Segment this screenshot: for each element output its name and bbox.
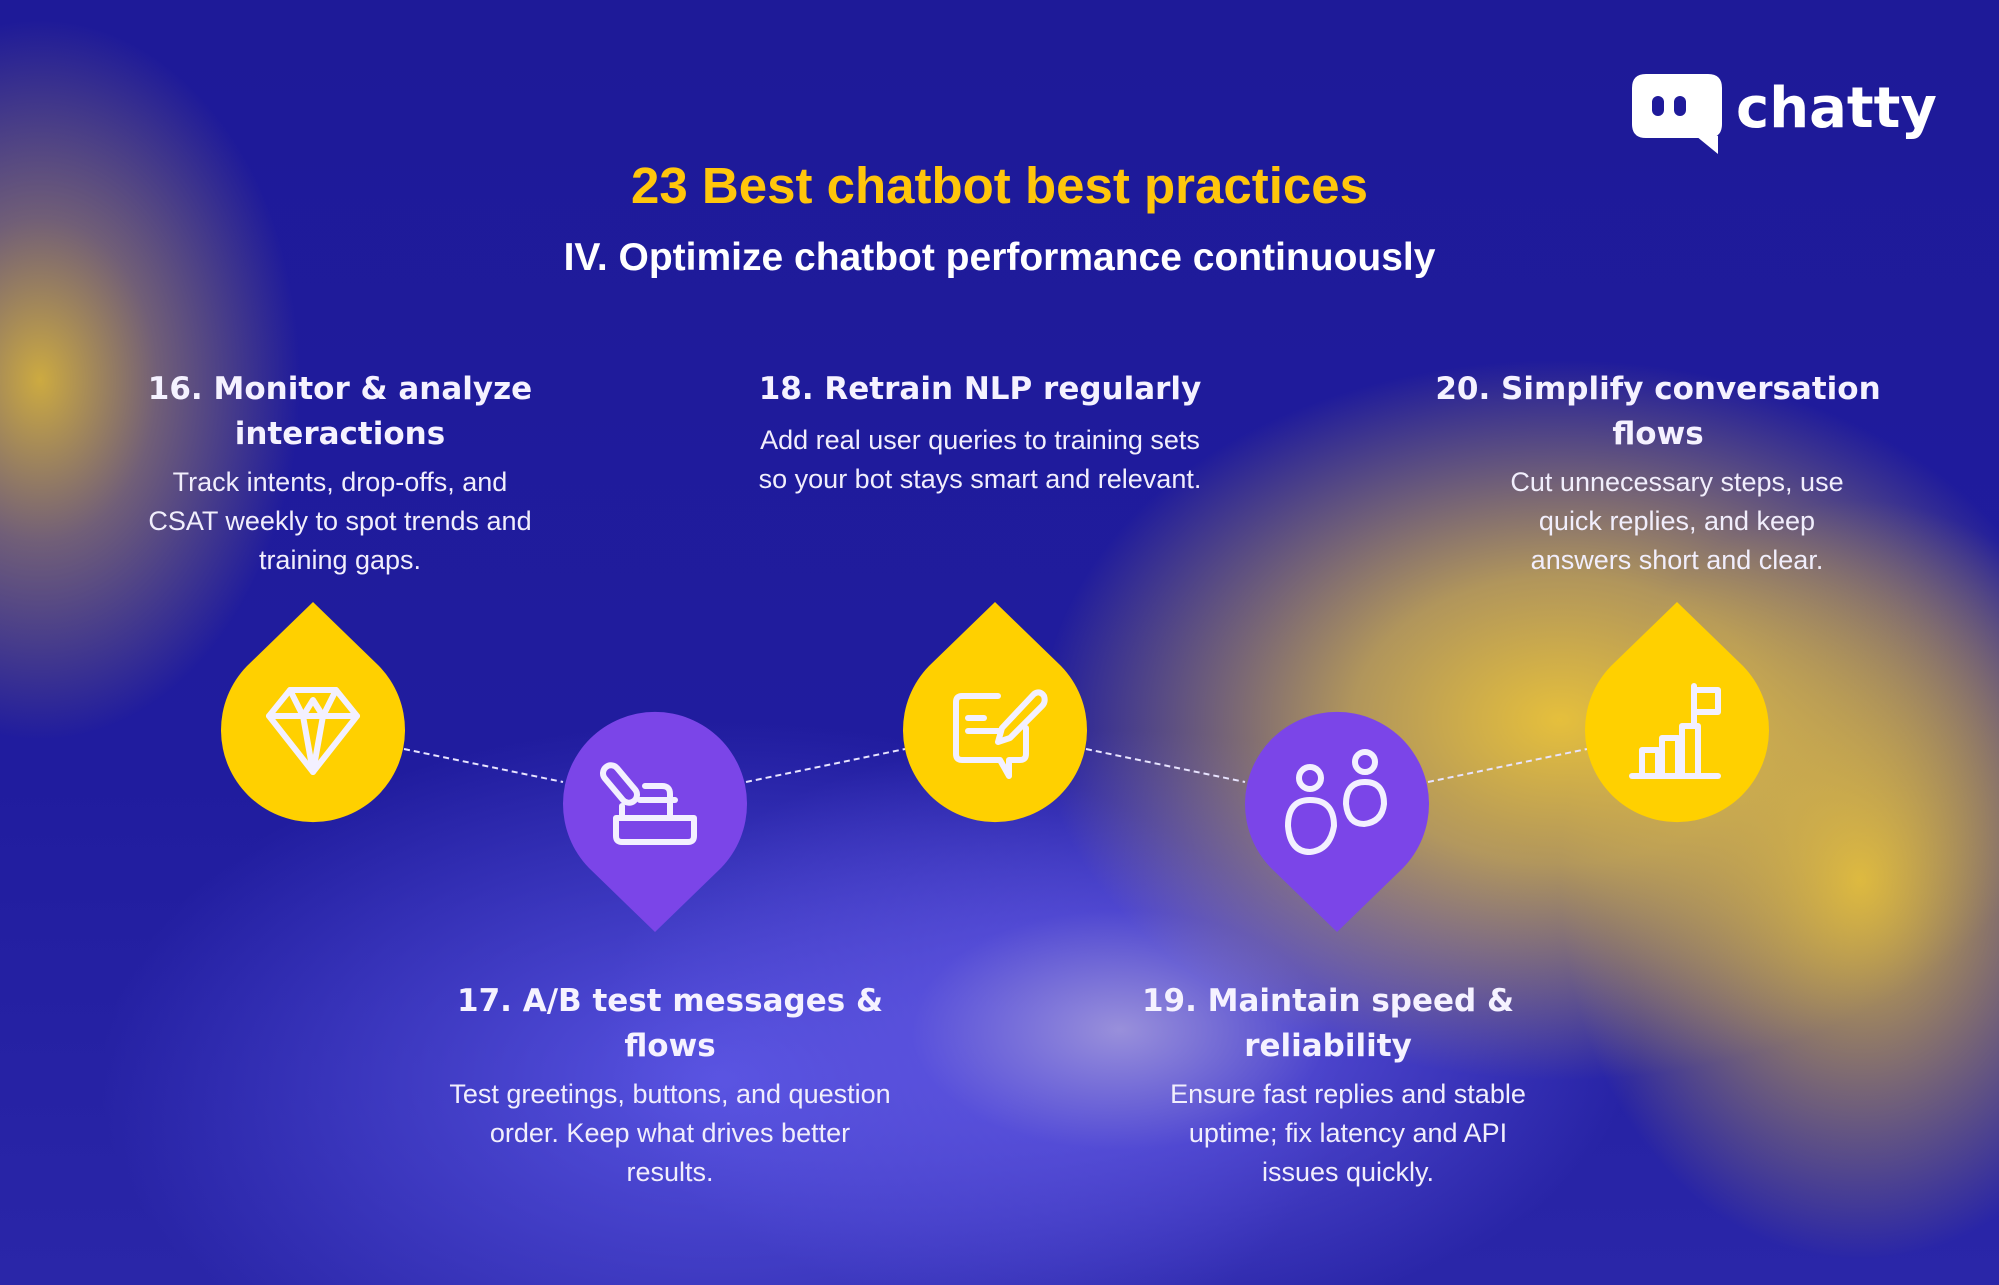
item-title: 18. Retrain NLP regularly xyxy=(758,371,1202,407)
item-title: 19. Maintain speed & reliability xyxy=(1141,983,1515,1064)
page-title: 23 Best chatbot best practices xyxy=(631,157,1368,214)
chatty-logo: chatty xyxy=(1632,74,1937,154)
pin-17 xyxy=(563,711,747,932)
voting-ballot-icon xyxy=(600,762,697,845)
pin-20 xyxy=(1585,602,1769,823)
diamond-icon xyxy=(266,687,360,775)
pin-16 xyxy=(221,602,405,823)
item-description: Add real user queries to training sets s… xyxy=(758,425,1202,494)
item-description: Ensure fast replies and stable uptime; f… xyxy=(1170,1079,1526,1187)
practice-item-18: 18. Retrain NLP regularly Add real user … xyxy=(720,367,1240,499)
chat-bubble-icon xyxy=(1632,74,1722,154)
timeline-connectors xyxy=(403,748,1588,783)
practice-item-19: 19. Maintain speed & reliability Ensure … xyxy=(1118,979,1578,1192)
practice-item-20: 20. Simplify conversation flows Cut unne… xyxy=(1408,367,1908,580)
item-title: 16. Monitor & analyze interactions xyxy=(147,371,533,452)
section-subtitle: IV. Optimize chatbot performance continu… xyxy=(563,236,1436,279)
item-title: 20. Simplify conversation flows xyxy=(1435,371,1881,452)
growth-chart-flag-icon xyxy=(1629,683,1721,779)
pin-18 xyxy=(903,602,1088,823)
chat-edit-icon xyxy=(953,689,1048,779)
users-icon xyxy=(1285,749,1387,855)
practice-item-16: 16. Monitor & analyze interactions Track… xyxy=(90,367,590,580)
pin-19 xyxy=(1245,711,1429,932)
practice-item-17: 17. A/B test messages & flows Test greet… xyxy=(400,979,940,1192)
brand-name: chatty xyxy=(1736,76,1937,141)
item-description: Test greetings, buttons, and question or… xyxy=(449,1079,891,1187)
item-title: 17. A/B test messages & flows xyxy=(457,983,883,1064)
item-description: Cut unnecessary steps, use quick replies… xyxy=(1510,467,1844,575)
item-description: Track intents, drop-offs, and CSAT weekl… xyxy=(148,467,532,575)
